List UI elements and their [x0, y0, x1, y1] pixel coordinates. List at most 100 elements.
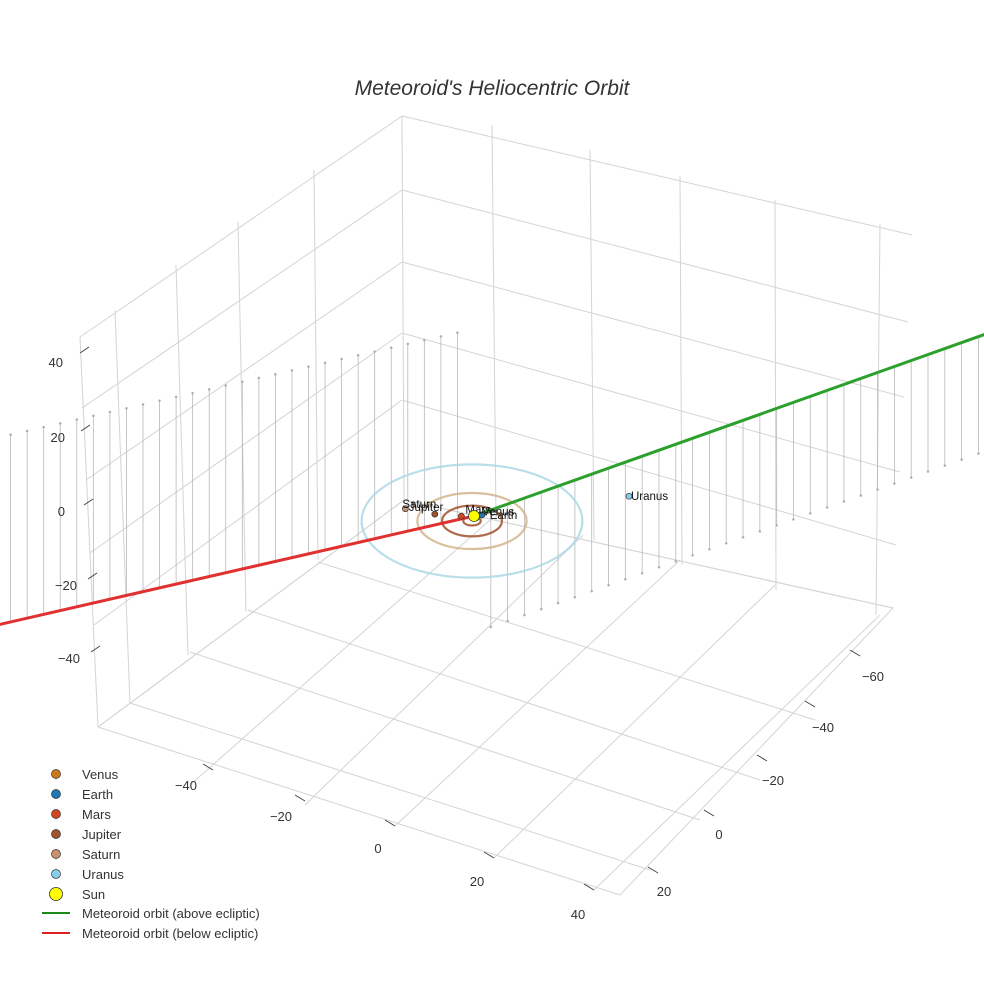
body-uranus	[625, 492, 633, 500]
drop-point	[356, 353, 360, 357]
grid-line	[491, 124, 497, 521]
drop-point	[75, 418, 79, 421]
legend-label-saturn: Saturn	[82, 847, 120, 862]
drop-point	[909, 476, 913, 479]
grid-line	[619, 607, 894, 896]
legend-item-mars[interactable]: Mars	[51, 807, 112, 822]
legend-label-jupiter: Jupiter	[82, 827, 122, 842]
grid-line	[97, 726, 621, 896]
drop-point	[859, 494, 863, 497]
drop-point	[108, 410, 112, 414]
drop-point	[741, 536, 745, 539]
legend-label-uranus: Uranus	[82, 867, 124, 882]
chart-title: Meteoroid's Heliocentric Orbit	[355, 77, 631, 100]
drop-point	[489, 625, 493, 629]
z-tick-label: 40	[49, 355, 63, 370]
drop-point	[25, 429, 29, 433]
drop-point	[323, 361, 327, 365]
drop-point	[842, 500, 846, 503]
grid-line	[401, 115, 405, 501]
drop-point	[274, 372, 277, 376]
legend-marker-uranus	[51, 869, 61, 879]
drop-point	[960, 458, 963, 461]
z-tick-label: 0	[58, 504, 65, 519]
body-label-venus: Venus	[482, 507, 514, 519]
legend-item-uranus[interactable]: Uranus	[51, 867, 125, 882]
body-label-saturn: Saturn	[402, 499, 436, 511]
grid-line	[401, 115, 913, 236]
drop-point	[406, 342, 410, 346]
legend-item-sun[interactable]: Sun	[49, 887, 106, 902]
legend-marker-venus	[51, 769, 61, 779]
drop-point	[125, 406, 128, 410]
meteoroid-path-above	[473, 333, 984, 518]
drop-point	[439, 335, 443, 338]
legend-label-earth: Earth	[82, 787, 113, 802]
drop-point	[758, 530, 762, 533]
drop-point	[9, 433, 12, 437]
legend: Venus Earth Mars Jupiter Saturn Uranus S…	[42, 767, 260, 941]
z-tick-label: −20	[55, 578, 77, 593]
legend-item-jupiter[interactable]: Jupiter	[51, 827, 122, 842]
drop-point	[792, 518, 795, 521]
drop-point	[92, 414, 95, 418]
orbit-jupiter	[441, 504, 504, 538]
legend-item-below-ecliptic[interactable]: Meteoroid orbit (below ecliptic)	[42, 926, 258, 941]
drop-point	[141, 403, 145, 406]
drop-point	[556, 601, 560, 605]
drop-point	[224, 384, 228, 387]
z-tick-label: 20	[51, 430, 65, 445]
drop-point	[590, 589, 594, 593]
x-tick-label: 40	[571, 907, 585, 922]
drop-point	[640, 571, 644, 575]
drop-point	[340, 357, 343, 361]
x-tick-label: 0	[374, 841, 381, 856]
y-tick-label: −20	[762, 773, 784, 788]
legend-label-sun: Sun	[82, 887, 105, 902]
grid-line	[189, 651, 701, 821]
legend-item-saturn[interactable]: Saturn	[51, 847, 121, 862]
drop-point	[808, 512, 812, 515]
grid-line	[317, 561, 816, 721]
drop-point	[257, 376, 261, 380]
drop-point	[876, 488, 879, 491]
drop-point	[456, 331, 459, 334]
grid-line	[493, 584, 776, 859]
drop-point	[926, 470, 930, 473]
drop-point	[691, 553, 694, 557]
planet-orbits	[360, 463, 584, 579]
legend-marker-jupiter	[51, 829, 61, 839]
legend-item-venus[interactable]: Venus	[51, 767, 119, 782]
drop-point	[207, 388, 211, 391]
grid-line	[175, 264, 189, 656]
drop-point	[241, 380, 244, 384]
body-label-jupiter: Jupiter	[409, 502, 444, 514]
legend-label-below: Meteoroid orbit (below ecliptic)	[82, 926, 258, 941]
x-tick-label: −40	[175, 778, 197, 793]
grid-line	[114, 309, 131, 704]
orbit-uranus	[360, 463, 584, 579]
x-tick-label: 20	[470, 874, 484, 889]
body-mars	[458, 512, 465, 520]
body-label-uranus: Uranus	[631, 491, 668, 503]
meteoroid-path-below	[0, 514, 475, 626]
grid-line	[774, 199, 777, 591]
legend-marker-sun	[49, 887, 63, 901]
drop-point	[943, 464, 947, 467]
body-sun	[468, 510, 480, 522]
drop-point	[290, 369, 294, 372]
drop-point	[573, 595, 577, 599]
grid-line	[189, 519, 491, 786]
grid-line	[79, 336, 99, 728]
grid-lines	[79, 115, 913, 896]
drop-point	[523, 613, 526, 617]
legend-item-earth[interactable]: Earth	[51, 787, 114, 802]
y-tick-label: 0	[715, 827, 722, 842]
body-saturn	[402, 505, 409, 513]
drop-point	[724, 542, 728, 545]
x-axis: −40 −20 0 20 40	[175, 763, 595, 922]
drop-point	[389, 346, 393, 350]
z-tick-label: −40	[58, 651, 80, 666]
legend-item-above-ecliptic[interactable]: Meteoroid orbit (above ecliptic)	[42, 906, 260, 921]
